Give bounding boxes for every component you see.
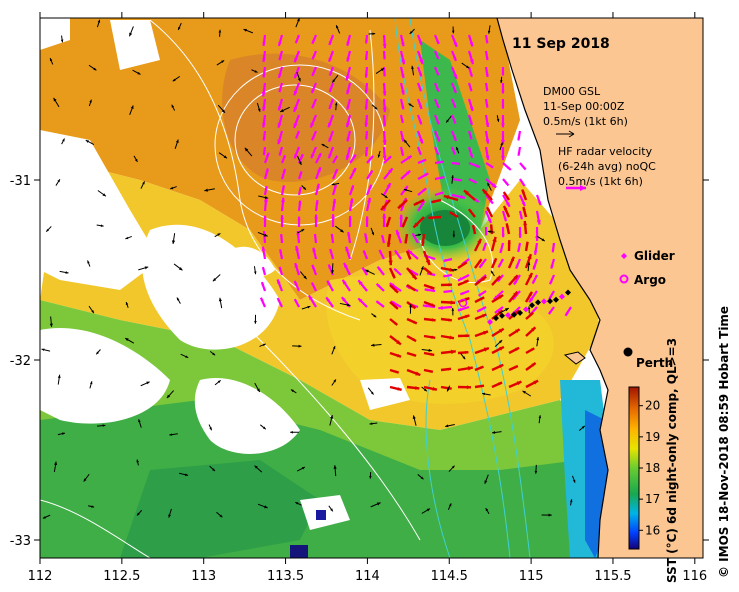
y-tick-label: -31 [10, 174, 31, 189]
x-tick-label: 112 [28, 569, 53, 584]
colorbar-tick-label: 18 [645, 461, 660, 475]
glider-position [487, 319, 493, 325]
colorbar-scale [628, 386, 640, 550]
radar-legend-line2: (6-24h avg) noQC [558, 160, 656, 173]
model-legend: DM00 GSL 11-Sep 00:00Z 0.5m/s (1kt 6h) [543, 85, 628, 138]
perth-marker [623, 347, 633, 357]
y-tick-label: -33 [10, 534, 31, 549]
glider-position [553, 296, 559, 303]
map-date-title: 11 Sep 2018 [512, 36, 610, 52]
x-axis: 112 112.5 113 113.5 114 114.5 115 115.5 116 [28, 12, 707, 584]
glider-legend-symbol [621, 253, 627, 259]
colorbar-tick-label: 20 [645, 399, 660, 413]
argo-legend-label: Argo [634, 273, 666, 287]
x-tick-label: 114 [355, 569, 380, 584]
bathymetry-contours [394, 18, 531, 558]
glider-track [487, 289, 571, 325]
colorbar-tick-label: 16 [645, 523, 660, 537]
perth-label: Perth [636, 356, 673, 370]
glider-position [565, 289, 571, 296]
x-tick-label: 115.5 [594, 569, 631, 584]
radar-legend: HF radar velocity (6-24h avg) noQC 0.5m/… [558, 145, 656, 191]
glider-position [499, 312, 505, 319]
glider-position [529, 302, 535, 309]
argo-legend-symbol [619, 274, 629, 284]
glider-legend-label: Glider [634, 249, 675, 263]
colorbar-tick-label: 17 [645, 492, 660, 506]
eddy-velocity-vectors [380, 188, 539, 391]
glider-position [511, 311, 517, 318]
map-frame [39, 17, 704, 559]
colorbar: 20 19 18 17 16 SST (°C) 6d night-only comp, … [628, 338, 679, 583]
rottnest-island [563, 351, 586, 365]
glider-legend: Glider [621, 249, 675, 263]
argo-legend: Argo [619, 273, 666, 287]
coastline [496, 18, 609, 558]
radar-legend-line3: 0.5m/s (1kt 6h) [558, 175, 643, 188]
x-tick-label: 116 [682, 569, 707, 584]
y-axis: -31 -32 -33 [10, 174, 709, 549]
x-tick-label: 114.5 [431, 569, 468, 584]
x-tick-label: 112.5 [103, 569, 140, 584]
x-tick-label: 113.5 [267, 569, 304, 584]
y-tick-label: -32 [10, 354, 31, 369]
credit-text: © IMOS 18-Nov-2018 08:59 Hobart Time [717, 306, 731, 578]
colorbar-tick-label: 19 [645, 430, 660, 444]
glider-position [517, 309, 523, 316]
x-tick-label: 113 [191, 569, 216, 584]
glider-position [535, 299, 541, 306]
glider-position [547, 298, 553, 305]
model-legend-line3: 0.5m/s (1kt 6h) [543, 115, 628, 128]
sst-field [40, 18, 703, 558]
glider-position [559, 293, 565, 300]
colorbar-label: SST (°C) 6d night-only comp, QL>=3 [665, 338, 679, 583]
model-velocity-vectors [41, 18, 586, 519]
glider-position [505, 312, 511, 319]
glider-position [493, 315, 499, 322]
x-tick-label: 115 [519, 569, 544, 584]
land-mass [497, 18, 703, 558]
hf-radar-vectors [259, 34, 572, 317]
glider-position [541, 298, 547, 305]
radar-legend-line1: HF radar velocity [558, 145, 653, 158]
argo-float [458, 298, 468, 308]
model-legend-line1: DM00 GSL [543, 85, 601, 98]
model-legend-line2: 11-Sep 00:00Z [543, 100, 625, 113]
glider-position [523, 306, 529, 313]
